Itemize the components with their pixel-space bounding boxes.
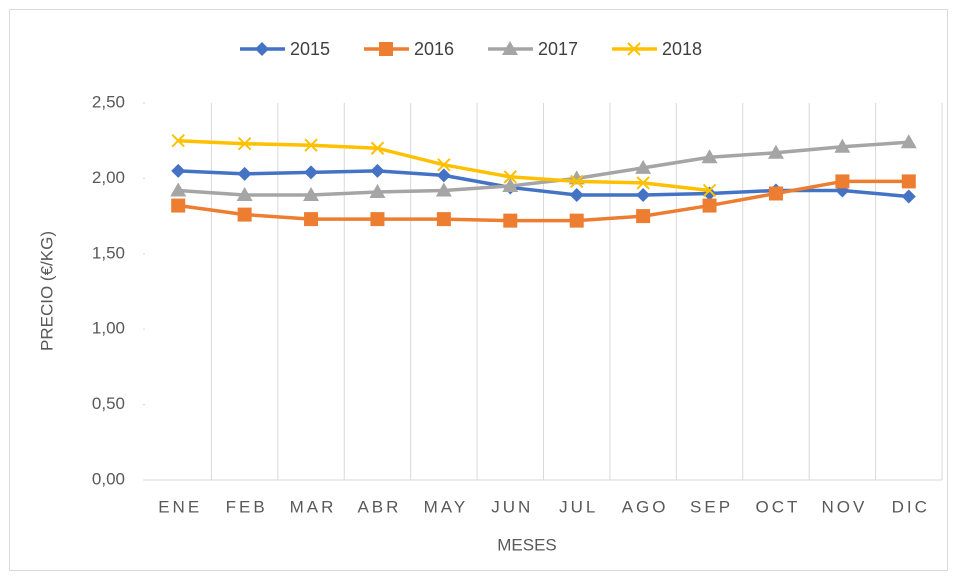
chart-border [9,9,948,571]
point [369,183,386,198]
point [636,176,650,190]
y-tick-label: 0,50 [92,394,125,413]
legend-label: 2018 [662,39,702,59]
point [170,182,187,197]
point [436,168,451,183]
x-tick-label: FEB [226,497,268,516]
point [236,186,253,201]
point [370,212,385,227]
point [570,174,584,189]
point [569,213,584,228]
point [569,187,584,202]
y-tick-label: 2,50 [92,92,125,111]
series-line [177,179,909,223]
series-line [178,140,909,197]
legend-marker [379,42,393,56]
point [767,144,784,159]
point [835,174,850,189]
point [702,198,717,213]
point [636,187,651,202]
point [900,134,917,149]
point [437,158,451,172]
x-tick-label: ABR [357,497,401,516]
point [171,133,185,148]
point [503,170,517,184]
y-tick-label: 0,00 [92,469,125,488]
point [635,159,652,174]
y-tick-label: 2,00 [92,168,125,187]
x-tick-label: MAY [424,497,469,516]
legend-marker [255,42,269,56]
point [702,183,717,198]
legend-marker [502,41,518,55]
point [370,141,385,155]
point [901,174,916,189]
x-tick-label: JUN [491,497,533,516]
x-tick-label: AGO [622,497,669,516]
point [502,177,519,192]
point [768,186,783,201]
point [503,213,518,228]
point [901,189,916,204]
point [834,138,851,153]
y-axis-label: PRECIO (€/KG) [37,231,56,351]
point [237,207,252,222]
point [304,165,319,180]
x-tick-label: NOV [821,497,867,516]
x-tick-label: OCT [756,497,801,516]
point [237,137,252,151]
point [701,149,718,164]
legend-marker [627,42,641,56]
legend-label: 2015 [290,39,330,59]
point [304,212,319,227]
x-tick-label: SEP [690,497,733,516]
point [304,138,318,152]
y-tick-label: 1,50 [92,243,125,262]
point [237,166,252,181]
legend-label: 2016 [414,39,454,59]
legend-label: 2017 [538,39,578,59]
x-axis-label: MESES [497,535,557,554]
x-tick-label: DIC [892,497,930,516]
point [171,163,186,178]
x-tick-label: JUL [559,497,598,516]
x-tick-label: ENE [158,497,202,516]
point [303,186,320,201]
point [171,198,186,213]
y-tick-label: 1,00 [92,319,125,338]
point [370,163,385,178]
point [435,182,452,197]
point [636,209,651,224]
point [436,212,451,227]
x-tick-label: MAR [290,497,337,516]
